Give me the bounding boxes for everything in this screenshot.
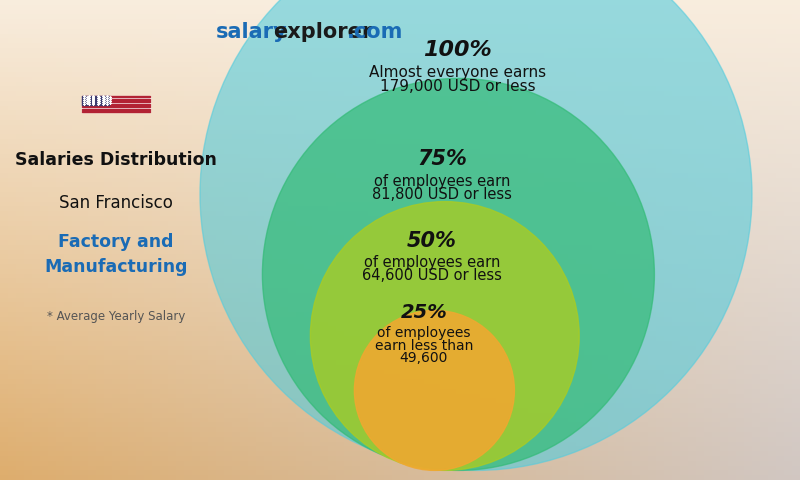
Text: 81,800 USD or less: 81,800 USD or less — [373, 187, 512, 202]
Text: 179,000 USD or less: 179,000 USD or less — [380, 79, 535, 94]
Text: of employees: of employees — [378, 326, 470, 340]
Bar — [82, 98, 150, 100]
Ellipse shape — [262, 78, 654, 470]
FancyBboxPatch shape — [82, 96, 150, 112]
Ellipse shape — [354, 311, 514, 470]
Bar — [82, 96, 109, 105]
Text: 64,600 USD or less: 64,600 USD or less — [362, 268, 502, 284]
Text: earn less than: earn less than — [375, 339, 473, 353]
Text: salary: salary — [216, 22, 288, 42]
Text: 100%: 100% — [423, 40, 492, 60]
Text: 49,600: 49,600 — [400, 351, 448, 365]
Text: Almost everyone earns: Almost everyone earns — [369, 65, 546, 80]
Bar — [82, 106, 150, 108]
Bar — [82, 111, 150, 112]
Text: 50%: 50% — [407, 230, 457, 251]
Ellipse shape — [200, 0, 752, 470]
Text: 75%: 75% — [418, 149, 467, 169]
Text: 25%: 25% — [401, 302, 447, 322]
Text: explorer: explorer — [274, 22, 373, 42]
Text: .com: .com — [347, 22, 403, 42]
Bar — [82, 101, 150, 102]
Bar — [82, 108, 150, 110]
Text: Salaries Distribution: Salaries Distribution — [15, 151, 217, 169]
Text: of employees earn: of employees earn — [374, 174, 510, 189]
Ellipse shape — [310, 202, 579, 470]
Bar — [82, 104, 150, 105]
Text: * Average Yearly Salary: * Average Yearly Salary — [47, 310, 185, 323]
Text: of employees earn: of employees earn — [364, 255, 500, 270]
Text: Factory and
Manufacturing: Factory and Manufacturing — [44, 233, 188, 276]
Bar — [82, 96, 150, 97]
Text: San Francisco: San Francisco — [59, 194, 173, 213]
